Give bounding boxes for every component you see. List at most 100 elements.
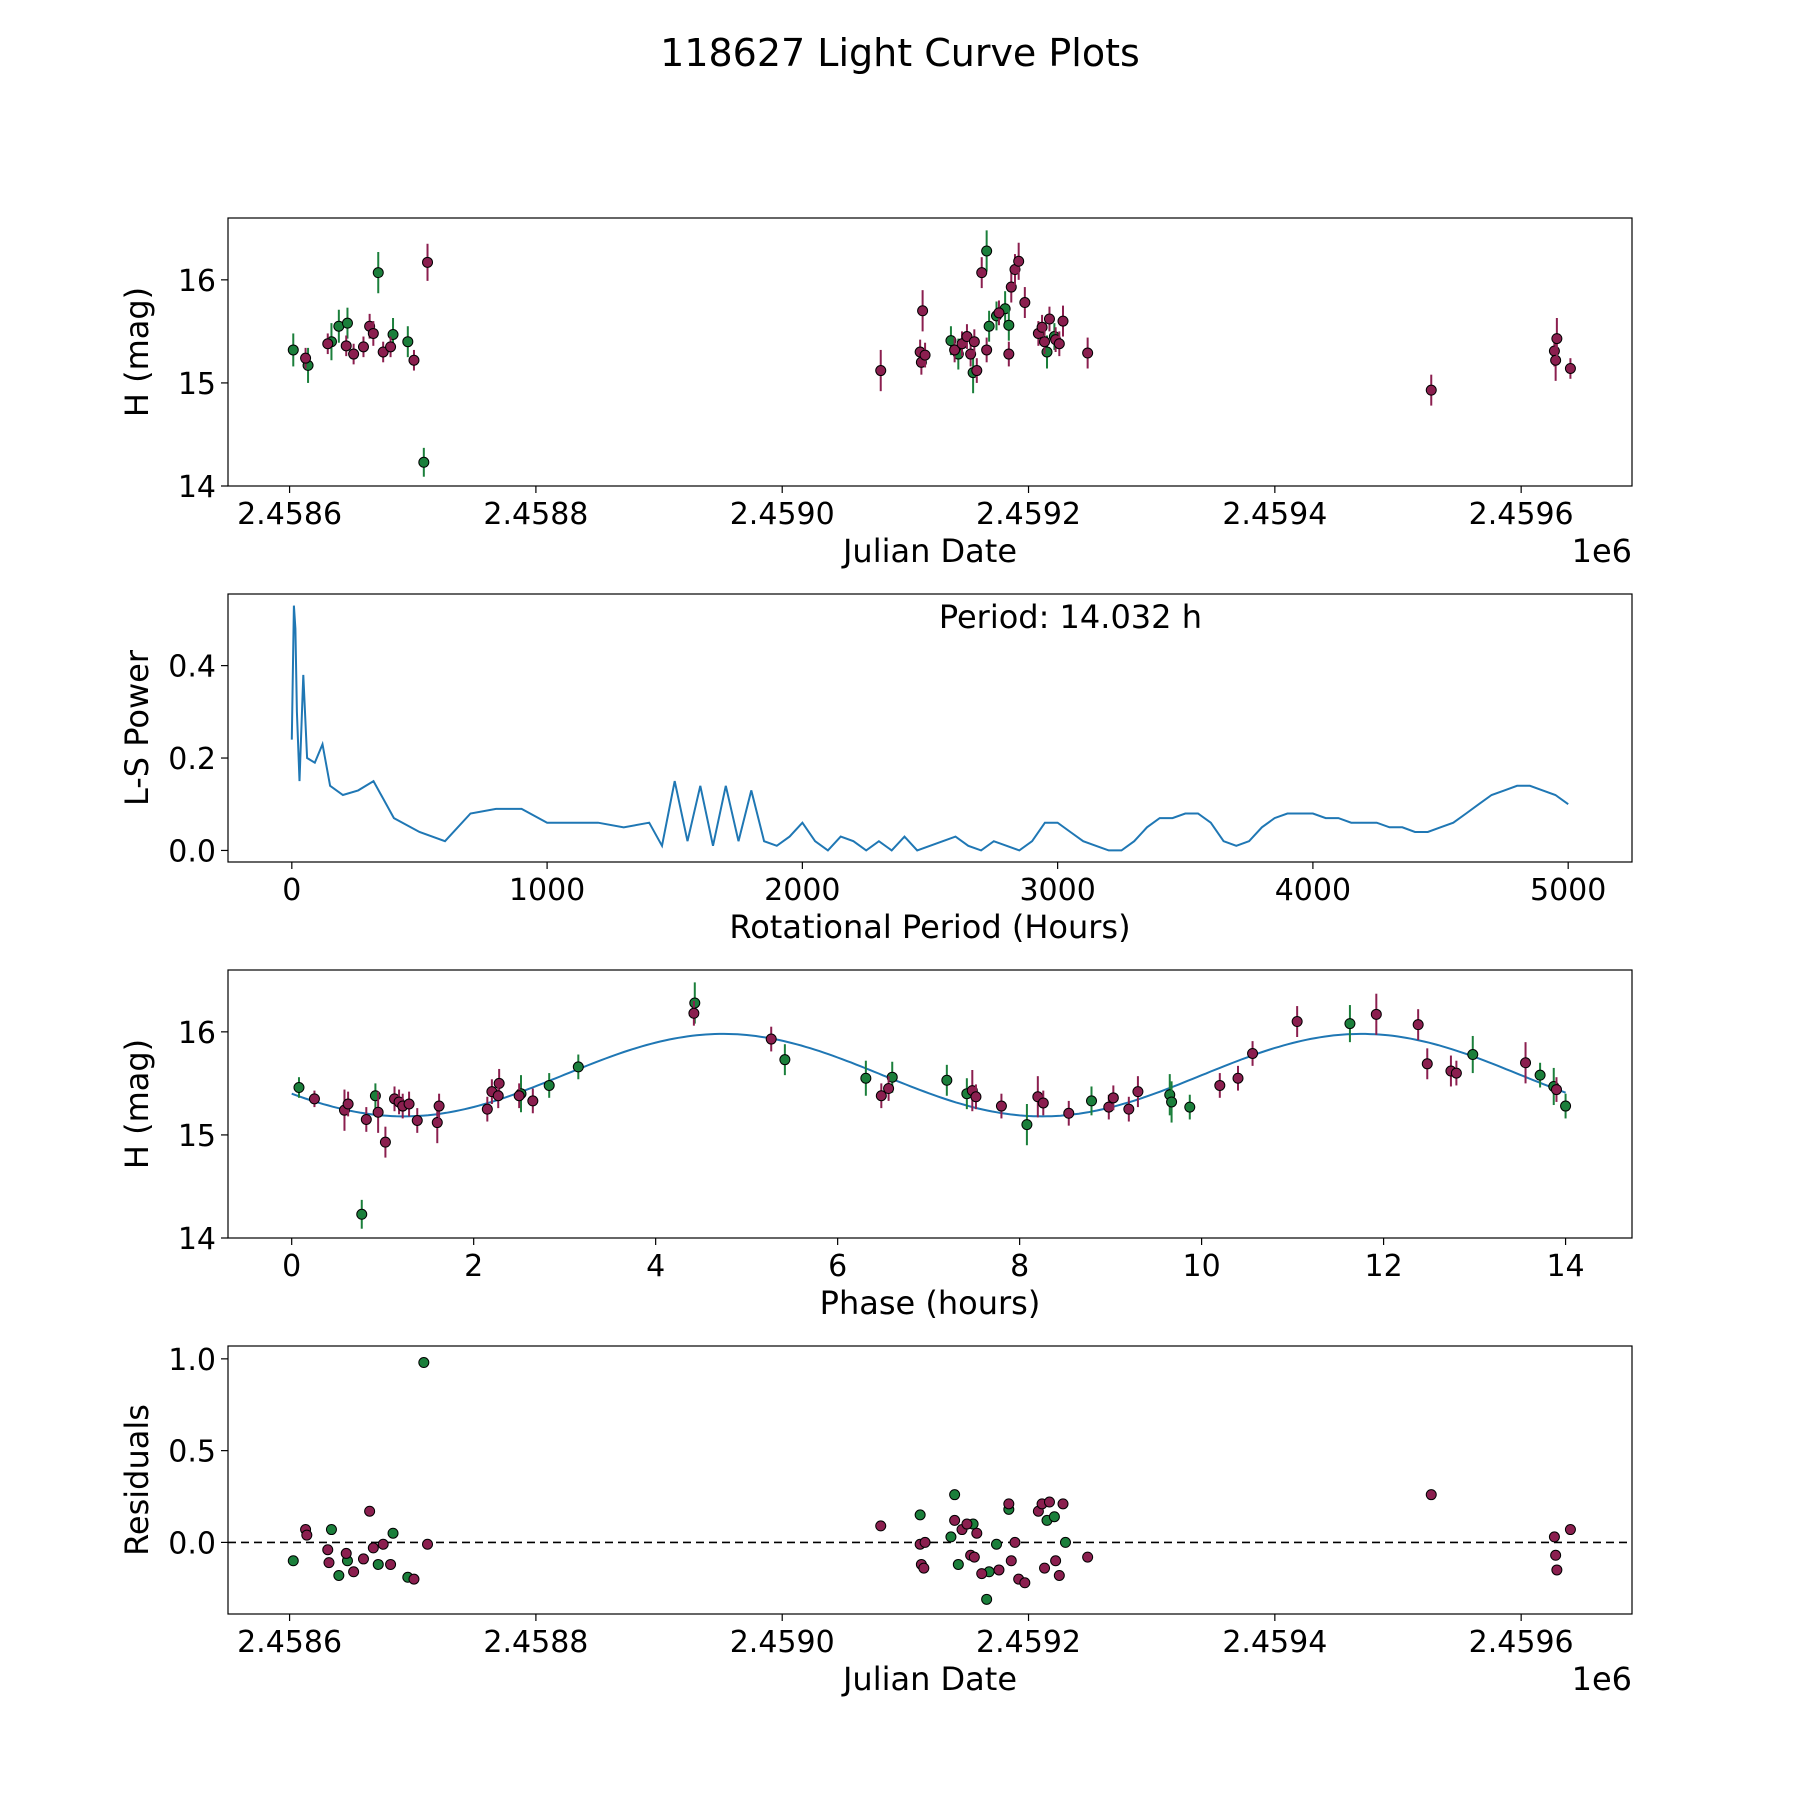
data-point-r bbox=[919, 1536, 931, 1548]
data-point-r bbox=[981, 344, 993, 356]
data-point-r bbox=[1291, 1016, 1303, 1028]
data-point-r bbox=[1123, 1103, 1135, 1115]
data-point-g bbox=[293, 1082, 305, 1094]
axes-frame bbox=[227, 217, 1633, 487]
data-point-g bbox=[1184, 1101, 1196, 1113]
data-point-g bbox=[945, 335, 957, 347]
data-point-r bbox=[1043, 313, 1055, 325]
data-point-r bbox=[1564, 1524, 1576, 1536]
panels: 2.4586 2.4588 2.4590 2.4592 2.4594 2.4596 14 15… bbox=[118, 217, 1633, 1698]
x-axis-label: Julian Date bbox=[841, 532, 1017, 570]
data-point-r bbox=[1107, 1092, 1119, 1104]
data-point-g bbox=[372, 1558, 384, 1570]
data-point-g bbox=[981, 245, 993, 257]
y-axis-label: Residuals bbox=[118, 1404, 156, 1556]
data-point-r bbox=[883, 1083, 895, 1095]
data-point-g bbox=[952, 1558, 964, 1570]
data-point-g bbox=[356, 1208, 368, 1220]
data-point-r bbox=[1247, 1047, 1259, 1059]
axes-frame bbox=[227, 593, 1633, 863]
data-point-r bbox=[1057, 1498, 1069, 1510]
data-point-r bbox=[492, 1090, 504, 1102]
data-point-r bbox=[949, 1514, 961, 1526]
data-point-r bbox=[1564, 362, 1576, 374]
y-tick-label: 16 bbox=[178, 1016, 216, 1051]
data-point-r bbox=[1103, 1101, 1115, 1113]
data-point-g bbox=[1003, 319, 1015, 331]
x-offset-label: 1e6 bbox=[1572, 532, 1632, 570]
data-point-r bbox=[1551, 1564, 1563, 1576]
y-tick-label: 16 bbox=[178, 264, 216, 299]
y-tick-label: 14 bbox=[178, 470, 216, 505]
data-point-r bbox=[765, 1033, 777, 1045]
data-point-r bbox=[367, 1542, 379, 1554]
data-point-r bbox=[949, 344, 961, 356]
data-point-r bbox=[1548, 345, 1560, 357]
data-point-g bbox=[1344, 1018, 1356, 1030]
data-point-r bbox=[1550, 354, 1562, 366]
x-tick-label: 4000 bbox=[1275, 873, 1351, 908]
x-tick-label: 12 bbox=[1364, 1249, 1402, 1284]
data-point-g bbox=[1041, 346, 1053, 358]
data-point-r bbox=[875, 1520, 887, 1532]
data-point-r bbox=[1019, 1577, 1031, 1589]
data-point-r bbox=[322, 338, 334, 350]
data-point-g bbox=[402, 336, 414, 348]
data-point-r bbox=[995, 1100, 1007, 1112]
data-point-r bbox=[875, 1090, 887, 1102]
data-point-g bbox=[941, 1074, 953, 1086]
data-point-r bbox=[968, 336, 980, 348]
data-point-r bbox=[527, 1095, 539, 1107]
data-point-r bbox=[385, 1558, 397, 1570]
data-point-r bbox=[1450, 1067, 1462, 1079]
data-point-r bbox=[357, 1553, 369, 1565]
data-point-r bbox=[919, 349, 931, 361]
data-point-g bbox=[341, 317, 353, 329]
data-point-g bbox=[914, 1509, 926, 1521]
data-point-g bbox=[779, 1054, 791, 1066]
data-point-r bbox=[976, 267, 988, 279]
data-point-r bbox=[1039, 336, 1051, 348]
x-tick-label: 4 bbox=[646, 1249, 665, 1284]
data-point-r bbox=[1520, 1057, 1532, 1069]
y-tick-label: 15 bbox=[178, 367, 216, 402]
data-point-g bbox=[372, 267, 384, 279]
x-tick-label: 2.4586 bbox=[237, 497, 342, 532]
data-point-r bbox=[968, 1551, 980, 1563]
data-point-r bbox=[422, 256, 434, 268]
data-point-r bbox=[961, 1518, 973, 1530]
data-point-r bbox=[1013, 255, 1025, 267]
data-point-r bbox=[385, 341, 397, 353]
data-point-g bbox=[387, 328, 399, 340]
x-tick-label: 2.4588 bbox=[483, 1625, 588, 1660]
data-point-g bbox=[983, 320, 995, 332]
data-point-r bbox=[1003, 1498, 1015, 1510]
data-point-r bbox=[513, 1090, 525, 1102]
data-point-r bbox=[481, 1103, 493, 1115]
data-point-r bbox=[1043, 1496, 1055, 1508]
x-tick-label: 2 bbox=[464, 1249, 483, 1284]
data-point-r bbox=[1425, 384, 1437, 396]
data-point-r bbox=[1082, 347, 1094, 359]
data-point-r bbox=[993, 1564, 1005, 1576]
data-point-r bbox=[971, 365, 983, 377]
data-point-r bbox=[348, 348, 360, 360]
data-point-r bbox=[360, 1113, 372, 1125]
y-tick-label: 0.0 bbox=[168, 1526, 216, 1561]
data-point-r bbox=[422, 1538, 434, 1550]
data-point-r bbox=[357, 341, 369, 353]
x-tick-label: 10 bbox=[1183, 1249, 1221, 1284]
data-point-g bbox=[945, 1531, 957, 1543]
data-point-r bbox=[340, 1547, 352, 1559]
y-axis-label: H (mag) bbox=[118, 1039, 156, 1169]
x-tick-label: 14 bbox=[1546, 1249, 1584, 1284]
data-point-g bbox=[1534, 1069, 1546, 1081]
x-tick-label: 2.4590 bbox=[730, 1625, 835, 1660]
data-point-g bbox=[287, 1555, 299, 1567]
data-point-r bbox=[1053, 338, 1065, 350]
data-point-r bbox=[408, 354, 420, 366]
data-point-g bbox=[387, 1527, 399, 1539]
x-tick-label: 8 bbox=[1010, 1249, 1029, 1284]
data-point-g bbox=[949, 1489, 961, 1501]
y-axis-label: H (mag) bbox=[118, 287, 156, 417]
